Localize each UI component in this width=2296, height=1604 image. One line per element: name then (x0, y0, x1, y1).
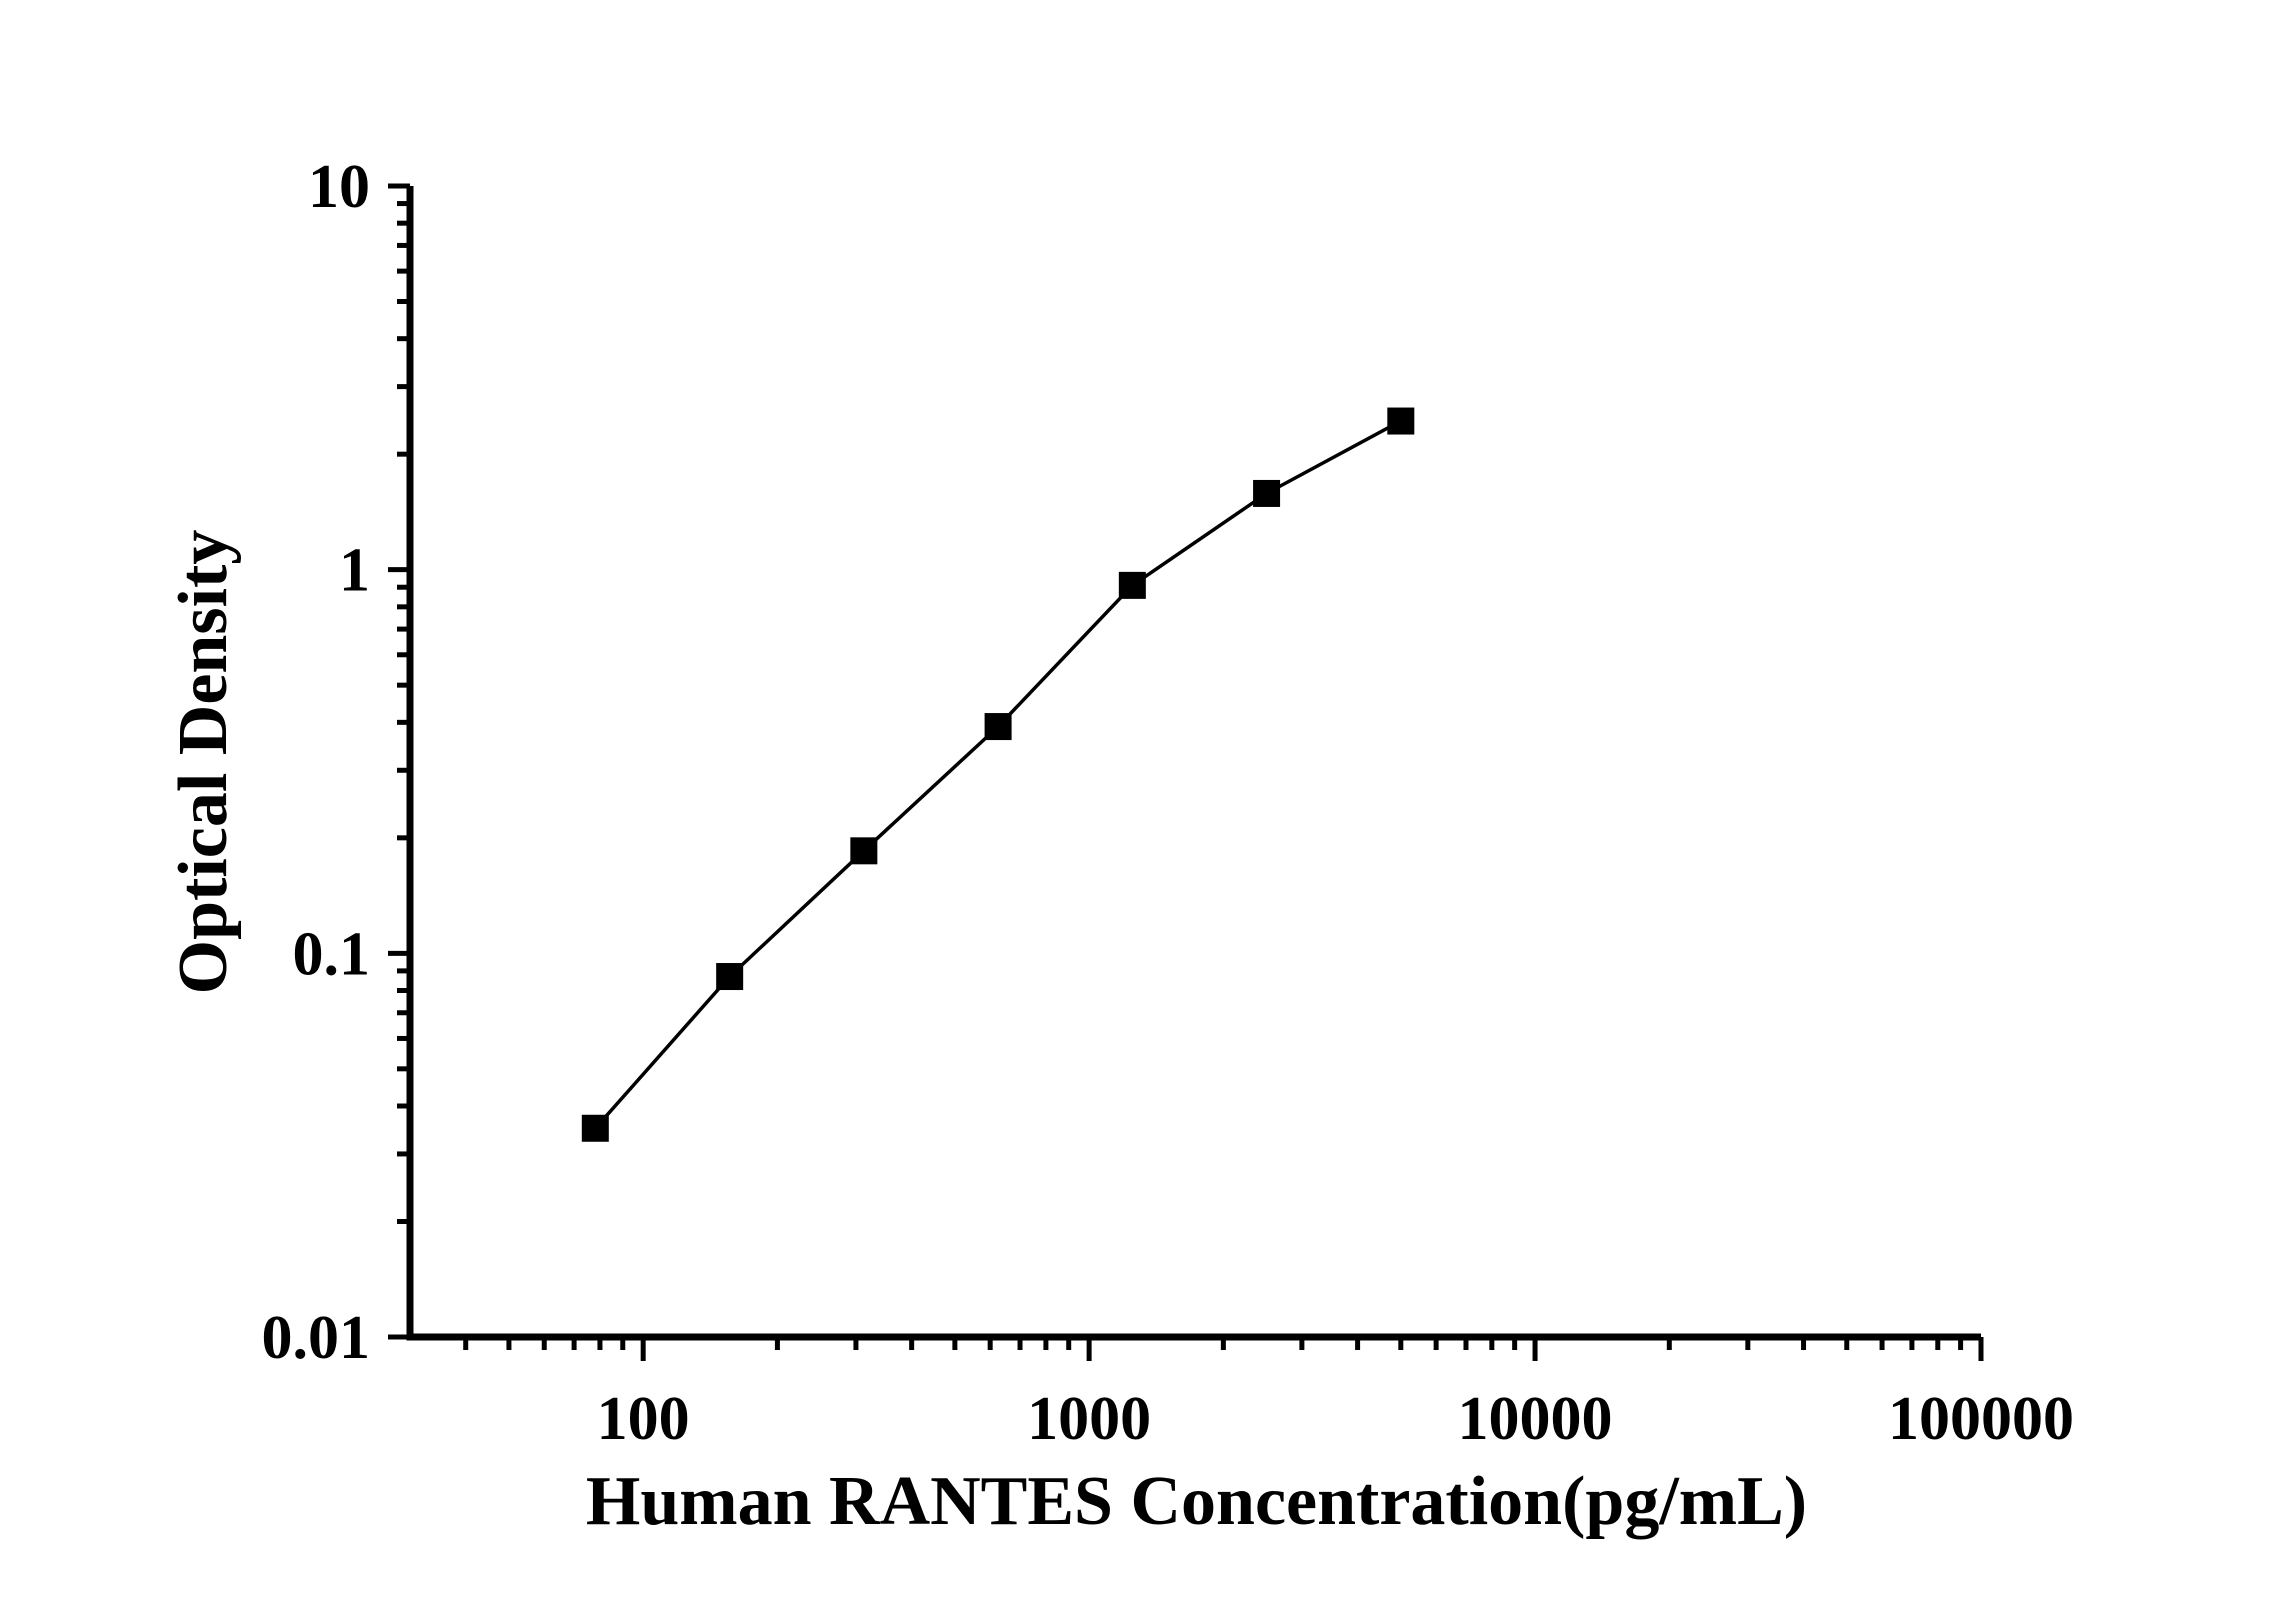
y-axis-title: Optical Density (165, 529, 242, 995)
x-tick-label: 100000 (1888, 1385, 2074, 1453)
y-tick-label: 0.1 (293, 920, 371, 988)
y-tick-label: 0.01 (262, 1304, 371, 1372)
x-tick-label: 1000 (1027, 1385, 1151, 1453)
data-point-marker (581, 1114, 609, 1142)
x-axis-title: Human RANTES Concentration(pg/mL) (585, 1463, 1808, 1540)
x-tick-label: 100 (597, 1385, 690, 1453)
axes-lines (406, 186, 1981, 1341)
x-tick-label: 10000 (1458, 1385, 1613, 1453)
data-point-marker (716, 963, 744, 991)
y-tick-label: 1 (339, 537, 370, 605)
standard-curve-line (593, 419, 1402, 1130)
y-tick-label: 10 (308, 153, 370, 221)
data-point-marker (1118, 571, 1146, 599)
data-point-marker (1387, 407, 1415, 435)
data-point-marker (984, 713, 1012, 741)
data-point-marker (1253, 479, 1281, 507)
data-point-marker (850, 837, 878, 865)
